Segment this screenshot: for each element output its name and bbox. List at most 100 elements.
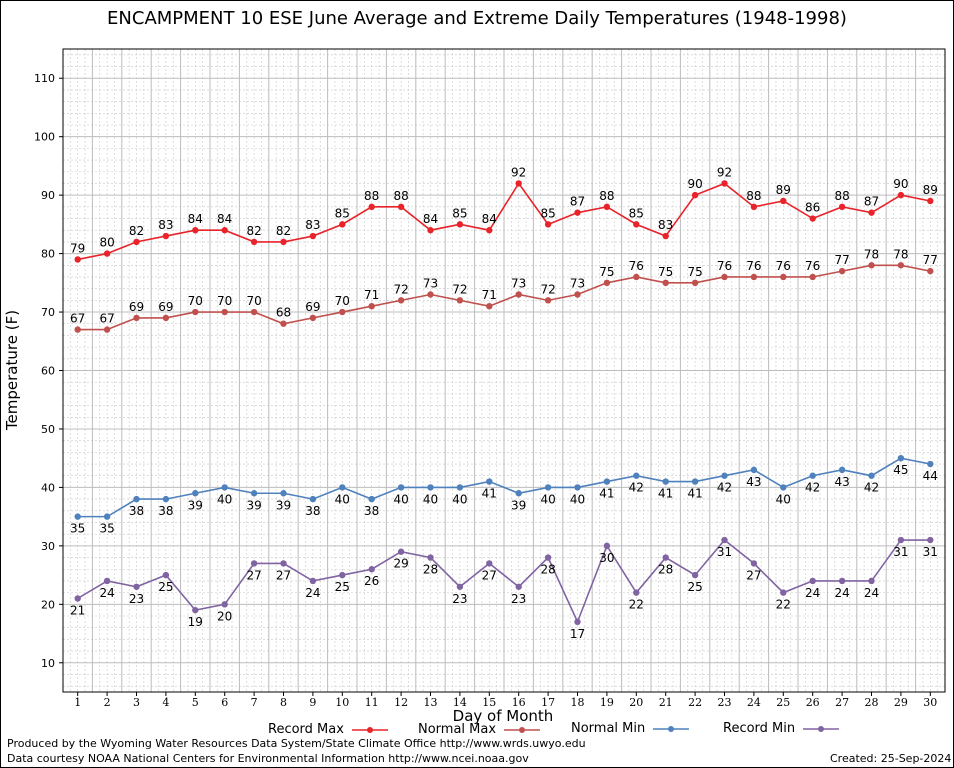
footer-data-source: Data courtesy NOAA National Centers for … (7, 752, 529, 765)
data-point-record-min (397, 548, 405, 555)
data-label-normal-min: 43 (834, 475, 849, 489)
data-point-normal-min (133, 495, 140, 503)
x-tick-label: 13 (424, 696, 438, 709)
x-axis-label: Day of Month (452, 707, 554, 725)
data-point-record-min (192, 606, 199, 614)
data-point-record-max (192, 227, 199, 234)
data-label-normal-max: 71 (482, 288, 497, 302)
data-point-record-min (309, 577, 317, 585)
data-label-normal-max: 78 (893, 247, 908, 261)
series-line-normal-min (77, 457, 931, 518)
data-point-record-max (133, 238, 140, 246)
data-label-record-max: 86 (805, 201, 820, 215)
data-point-normal-max (486, 303, 493, 310)
data-label-record-max: 87 (864, 195, 879, 209)
y-tick-label: 60 (41, 365, 55, 378)
x-tick-label: 6 (221, 696, 228, 709)
data-label-normal-max: 73 (570, 277, 585, 291)
data-label-normal-min: 39 (276, 498, 291, 512)
data-label-record-min: 30 (599, 551, 614, 565)
data-label-record-min: 24 (305, 586, 320, 600)
data-point-record-min (339, 571, 346, 579)
data-label-normal-max: 75 (599, 265, 614, 279)
data-point-record-max (927, 197, 934, 205)
data-label-record-max: 83 (158, 218, 173, 232)
data-point-record-min (427, 554, 434, 561)
data-point-normal-min (280, 490, 287, 497)
data-label-normal-min: 38 (158, 504, 173, 518)
data-point-normal-max (103, 326, 111, 333)
legend-label-normal-max: Normal Max (418, 722, 497, 737)
data-label-record-min: 23 (511, 592, 526, 606)
data-point-normal-max (221, 308, 228, 316)
data-label-record-min: 22 (629, 598, 644, 612)
x-tick-label: 12 (394, 696, 408, 709)
data-point-record-min (691, 571, 699, 579)
data-point-normal-min (750, 466, 758, 474)
data-point-record-min (250, 560, 258, 567)
data-label-record-max: 90 (687, 177, 702, 191)
legend-label-normal-min: Normal Min (571, 721, 646, 736)
data-label-normal-max: 76 (717, 259, 732, 273)
data-label-record-min: 27 (276, 568, 291, 582)
data-label-record-max: 87 (570, 195, 585, 209)
data-point-record-max (456, 221, 464, 228)
data-label-record-min: 22 (776, 598, 791, 612)
data-label-normal-min: 40 (776, 492, 791, 506)
data-label-record-max: 83 (305, 218, 320, 232)
data-point-record-min (927, 536, 934, 544)
data-label-record-max: 80 (99, 236, 114, 250)
data-label-record-min: 25 (158, 580, 173, 594)
data-point-normal-max (250, 308, 258, 316)
data-label-normal-min: 39 (246, 498, 261, 512)
legend-label-record-min: Record Min (723, 721, 796, 736)
data-point-normal-max (574, 291, 581, 298)
data-label-normal-min: 41 (599, 487, 614, 501)
data-point-record-max (721, 180, 728, 187)
data-point-record-min (574, 618, 581, 626)
data-point-normal-min (868, 472, 875, 479)
data-label-normal-max: 69 (158, 300, 173, 314)
data-label-record-max: 90 (893, 177, 908, 191)
y-tick-label: 70 (41, 306, 55, 319)
data-point-record-min (780, 589, 787, 596)
data-point-normal-max (456, 297, 464, 304)
data-point-normal-max (691, 279, 699, 287)
data-label-normal-min: 40 (540, 492, 555, 506)
data-point-record-min (838, 577, 846, 585)
data-label-record-min: 27 (482, 568, 497, 582)
data-label-record-min: 31 (717, 545, 732, 559)
data-label-normal-max: 70 (335, 294, 350, 308)
data-label-record-max: 79 (70, 241, 85, 255)
data-point-record-min (456, 583, 464, 590)
data-label-normal-max: 77 (834, 253, 849, 267)
data-point-record-min (368, 566, 375, 573)
data-point-record-min (221, 601, 228, 608)
data-label-record-max: 83 (658, 218, 673, 232)
x-tick-label: 15 (482, 696, 496, 709)
data-label-record-max: 88 (364, 189, 379, 203)
data-label-record-min: 29 (393, 557, 408, 571)
data-point-normal-max (133, 314, 140, 322)
data-point-normal-max (339, 308, 346, 316)
data-point-normal-min (838, 466, 846, 474)
legend-swatch-normal-max (504, 726, 541, 733)
x-tick-label: 11 (365, 696, 379, 709)
data-label-record-min: 21 (70, 603, 85, 617)
data-label-normal-max: 70 (246, 294, 261, 308)
data-point-normal-max (192, 308, 199, 316)
legend-record-min: Record Min (723, 721, 841, 736)
data-label-record-max: 85 (629, 206, 644, 220)
data-label-normal-max: 67 (70, 312, 85, 326)
data-point-normal-max (750, 273, 758, 281)
data-point-normal-min (691, 478, 699, 485)
data-point-record-min (162, 571, 170, 579)
legend-swatch-record-max (351, 726, 388, 733)
y-tick-label: 20 (41, 598, 55, 611)
legend-normal-min: Normal Min (571, 721, 691, 736)
legend-record-max: Record Max (268, 722, 390, 737)
data-label-record-max: 89 (776, 183, 791, 197)
data-label-normal-min: 44 (923, 469, 938, 483)
data-label-record-min: 20 (217, 609, 232, 623)
data-label-normal-min: 45 (893, 463, 908, 477)
